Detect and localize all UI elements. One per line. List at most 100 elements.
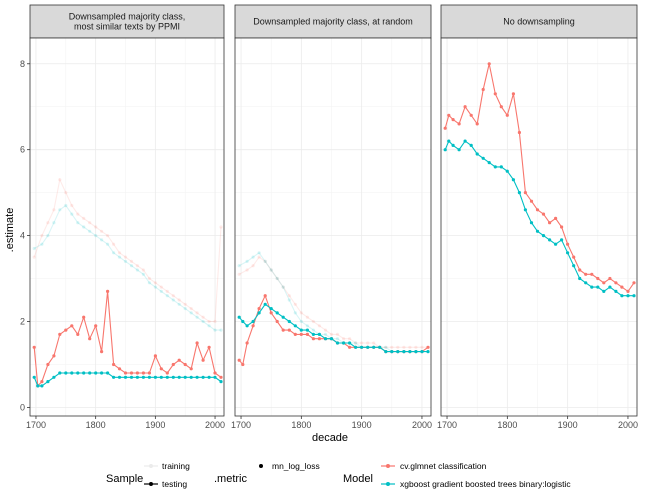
data-point-cvglmnet-testing bbox=[195, 341, 199, 345]
data-point-cvglmnet-testing bbox=[76, 332, 80, 336]
data-point-cvglmnet-training bbox=[123, 255, 128, 259]
x-tick-label: 1700 bbox=[26, 420, 46, 430]
data-point-xgboost-training bbox=[275, 276, 279, 281]
data-point-xgboost-testing bbox=[237, 315, 241, 319]
legend-key-cvglmnet-point bbox=[386, 464, 390, 468]
x-tick-label: 2000 bbox=[412, 420, 432, 430]
legend-title-model: Model bbox=[343, 473, 373, 485]
data-point-xgboost-training bbox=[311, 328, 315, 332]
data-point-cvglmnet-testing bbox=[505, 113, 509, 117]
data-point-cvglmnet-training bbox=[195, 311, 199, 315]
data-point-cvglmnet-testing bbox=[317, 337, 321, 341]
data-point-cvglmnet-testing bbox=[457, 122, 461, 126]
data-point-xgboost-testing bbox=[548, 238, 552, 242]
data-point-xgboost-testing bbox=[106, 371, 110, 375]
data-point-cvglmnet-testing bbox=[499, 105, 503, 109]
data-point-xgboost-training bbox=[219, 328, 223, 332]
data-point-xgboost-training bbox=[257, 251, 261, 255]
data-point-cvglmnet-testing bbox=[626, 289, 630, 293]
data-point-xgboost-testing bbox=[76, 371, 80, 375]
data-point-cvglmnet-testing bbox=[443, 126, 447, 130]
data-point-xgboost-testing bbox=[378, 345, 382, 349]
data-point-cvglmnet-testing bbox=[165, 371, 169, 375]
data-point-cvglmnet-testing bbox=[112, 362, 116, 367]
data-point-xgboost-testing bbox=[560, 238, 564, 242]
data-point-xgboost-testing bbox=[447, 139, 451, 143]
data-point-cvglmnet-testing bbox=[572, 255, 576, 259]
data-point-xgboost-training bbox=[147, 281, 151, 285]
data-point-xgboost-training bbox=[82, 225, 86, 229]
x-axis-title: decade bbox=[312, 432, 348, 444]
data-point-xgboost-training bbox=[123, 259, 128, 263]
data-point-cvglmnet-testing bbox=[153, 354, 157, 358]
data-point-xgboost-testing bbox=[451, 143, 455, 147]
data-point-cvglmnet-training bbox=[183, 302, 187, 306]
facet-strip bbox=[440, 4, 638, 39]
data-point-cvglmnet-testing bbox=[632, 281, 636, 285]
data-point-cvglmnet-testing bbox=[596, 276, 600, 281]
data-point-xgboost-training bbox=[323, 332, 328, 336]
data-point-xgboost-training bbox=[305, 324, 309, 328]
data-point-xgboost-training bbox=[183, 307, 187, 311]
series-line-cvglmnet-training bbox=[33, 177, 222, 323]
data-point-cvglmnet-training bbox=[106, 234, 110, 238]
data-point-xgboost-testing bbox=[541, 234, 546, 238]
data-point-cvglmnet-training bbox=[177, 298, 181, 302]
data-point-cvglmnet-training bbox=[159, 285, 163, 289]
data-point-xgboost-training bbox=[52, 221, 56, 225]
data-point-xgboost-testing bbox=[396, 350, 400, 354]
facet-strip-label: Downsampled majority class, at random bbox=[253, 17, 413, 27]
legend-label-xgboost: xgboost gradient boosted trees binary:lo… bbox=[400, 479, 571, 489]
data-point-xgboost-testing bbox=[263, 302, 267, 306]
data-point-xgboost-testing bbox=[323, 337, 328, 341]
data-point-xgboost-testing bbox=[535, 229, 540, 233]
data-point-cvglmnet-training bbox=[366, 341, 370, 345]
data-point-xgboost-training bbox=[165, 294, 169, 298]
data-point-cvglmnet-testing bbox=[311, 337, 315, 341]
data-point-xgboost-training bbox=[171, 298, 175, 302]
data-point-xgboost-training bbox=[195, 315, 199, 319]
data-point-xgboost-testing bbox=[517, 191, 522, 195]
data-point-cvglmnet-testing bbox=[566, 242, 570, 246]
data-point-xgboost-testing bbox=[213, 375, 217, 379]
data-point-cvglmnet-training bbox=[46, 221, 50, 225]
data-point-xgboost-testing bbox=[311, 332, 315, 336]
data-point-cvglmnet-testing bbox=[560, 225, 564, 229]
data-point-xgboost-testing bbox=[123, 375, 128, 379]
data-point-xgboost-testing bbox=[195, 375, 199, 379]
data-point-xgboost-testing bbox=[251, 319, 255, 324]
data-point-xgboost-testing bbox=[348, 341, 352, 345]
data-point-xgboost-training bbox=[135, 268, 139, 272]
data-point-cvglmnet-training bbox=[117, 251, 122, 255]
data-point-cvglmnet-training bbox=[354, 341, 358, 345]
data-point-cvglmnet-testing bbox=[535, 208, 540, 212]
data-point-xgboost-testing bbox=[481, 156, 485, 160]
series-line-cvglmnet-training bbox=[238, 256, 428, 348]
data-point-cvglmnet-testing bbox=[245, 341, 249, 345]
data-point-xgboost-testing bbox=[487, 161, 491, 165]
data-point-xgboost-training bbox=[76, 221, 80, 225]
panel-border bbox=[234, 37, 432, 417]
data-point-cvglmnet-training bbox=[94, 225, 98, 229]
data-point-cvglmnet-training bbox=[335, 332, 340, 336]
data-point-xgboost-testing bbox=[46, 380, 50, 384]
data-point-xgboost-training bbox=[100, 238, 104, 242]
data-point-xgboost-testing bbox=[219, 380, 223, 384]
data-point-xgboost-testing bbox=[342, 341, 346, 345]
data-point-cvglmnet-testing bbox=[541, 212, 546, 216]
data-point-cvglmnet-training bbox=[141, 268, 145, 272]
data-point-cvglmnet-testing bbox=[159, 367, 163, 371]
data-point-cvglmnet-training bbox=[269, 268, 273, 272]
data-point-cvglmnet-testing bbox=[251, 324, 255, 328]
data-point-cvglmnet-training bbox=[287, 294, 291, 298]
facet-panel-2: Downsampled majority class, at random 170… bbox=[231, 4, 432, 430]
data-point-cvglmnet-training bbox=[299, 311, 303, 315]
x-tick-label: 1700 bbox=[437, 420, 457, 430]
data-point-cvglmnet-training bbox=[147, 276, 151, 281]
data-point-cvglmnet-training bbox=[323, 328, 328, 332]
legend-key-metric-point bbox=[259, 464, 263, 468]
data-point-cvglmnet-testing bbox=[620, 285, 624, 289]
data-point-cvglmnet-testing bbox=[481, 87, 485, 92]
data-point-cvglmnet-testing bbox=[511, 92, 515, 96]
data-point-cvglmnet-training bbox=[189, 307, 193, 311]
